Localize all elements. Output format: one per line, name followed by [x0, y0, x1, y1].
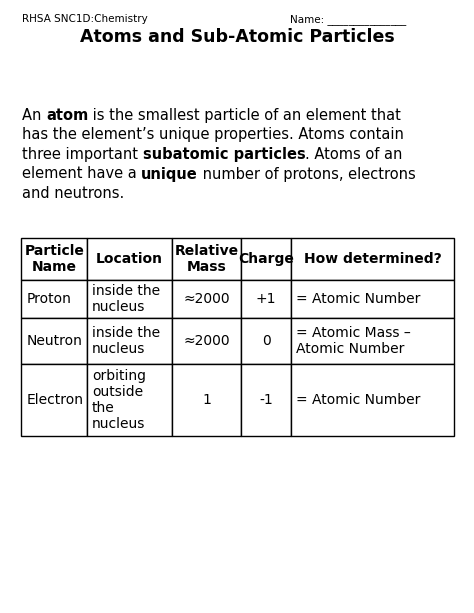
Text: has the element’s unique properties. Atoms contain: has the element’s unique properties. Ato… [22, 128, 404, 142]
Text: = Atomic Mass –
Atomic Number: = Atomic Mass – Atomic Number [296, 326, 410, 356]
Bar [241, 364, 291, 436]
Text: = Atomic Number: = Atomic Number [296, 393, 420, 407]
Text: Relative
Mass: Relative Mass [174, 244, 238, 274]
Text: Proton: Proton [27, 292, 71, 306]
Text: unique: unique [141, 167, 198, 181]
Text: inside the
nucleus: inside the nucleus [92, 326, 160, 356]
Text: number of protons, electrons: number of protons, electrons [198, 167, 416, 181]
Text: is the smallest particle of an element that: is the smallest particle of an element t… [88, 108, 401, 123]
Text: orbiting
outside
the
nucleus: orbiting outside the nucleus [92, 368, 146, 432]
Text: atom: atom [46, 108, 88, 123]
Bar [87, 238, 172, 280]
Bar [172, 318, 241, 364]
Text: Name: _______________: Name: _______________ [290, 14, 406, 25]
Text: ≈2000: ≈2000 [183, 334, 230, 348]
Text: Location: Location [96, 252, 163, 266]
Text: Neutron: Neutron [27, 334, 82, 348]
Bar [291, 364, 454, 436]
Text: Electron: Electron [27, 393, 83, 407]
Bar [172, 364, 241, 436]
Text: 1: 1 [202, 393, 211, 407]
Text: RHSA SNC1D:Chemistry: RHSA SNC1D:Chemistry [22, 14, 148, 24]
Text: three important: three important [22, 147, 143, 162]
Bar [291, 318, 454, 364]
Text: inside the
nucleus: inside the nucleus [92, 284, 160, 314]
Text: How determined?: How determined? [304, 252, 441, 266]
Text: Charge: Charge [238, 252, 294, 266]
Text: An: An [22, 108, 46, 123]
Bar [241, 318, 291, 364]
Bar [291, 280, 454, 318]
Text: and neutrons.: and neutrons. [22, 186, 124, 201]
Text: . Atoms of an: . Atoms of an [305, 147, 403, 162]
Text: Particle
Name: Particle Name [24, 244, 84, 274]
Bar [21, 318, 87, 364]
Text: +1: +1 [256, 292, 276, 306]
Bar [172, 280, 241, 318]
Bar [172, 238, 241, 280]
Text: subatomic particles: subatomic particles [143, 147, 305, 162]
Bar [21, 238, 87, 280]
Bar [291, 238, 454, 280]
Text: ≈2000: ≈2000 [183, 292, 230, 306]
Bar [87, 364, 172, 436]
Bar [241, 280, 291, 318]
Text: -1: -1 [259, 393, 273, 407]
Bar [87, 280, 172, 318]
Text: = Atomic Number: = Atomic Number [296, 292, 420, 306]
Bar [21, 280, 87, 318]
Text: 0: 0 [262, 334, 271, 348]
Text: Atoms and Sub-Atomic Particles: Atoms and Sub-Atomic Particles [80, 28, 394, 46]
Bar [21, 364, 87, 436]
Bar [87, 318, 172, 364]
Text: element have a: element have a [22, 167, 141, 181]
Bar [241, 238, 291, 280]
